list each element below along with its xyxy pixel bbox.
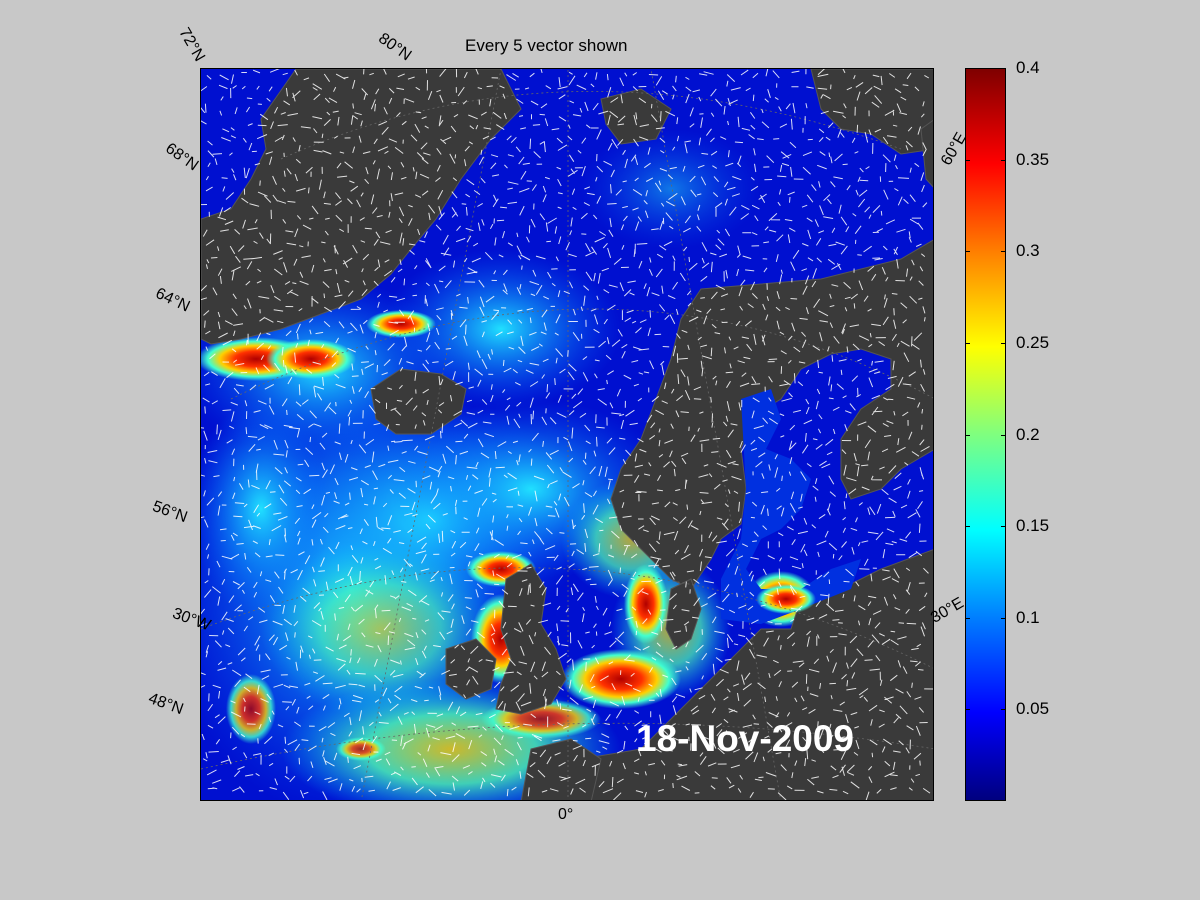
colorbar-tick-mark [1001, 617, 1006, 619]
colorbar-tick-mark [1001, 68, 1006, 69]
colorbar-tick-mark [965, 159, 970, 161]
novaya-zemlya [920, 119, 933, 188]
colorbar-tick-mark [1001, 251, 1006, 253]
colorbar-tick-label: 0.3 [1016, 241, 1040, 261]
lat-label-64n: 64°N [152, 285, 193, 316]
colorbar-tick-label: 0.25 [1016, 332, 1050, 352]
colorbar-tick-mark [965, 526, 970, 528]
colorbar [965, 68, 1006, 801]
iceland [370, 368, 467, 435]
lat-label-72n: 72°N [175, 25, 208, 65]
colorbar-tick-label: 0.1 [1016, 607, 1040, 627]
lat-label-80n: 80°N [375, 30, 415, 65]
denmark [665, 578, 702, 650]
colorbar-tick-label: 0.4 [1016, 58, 1040, 77]
ireland [445, 638, 497, 700]
lat-label-56n: 56°N [150, 498, 190, 527]
colorbar-tick-label: 0.35 [1016, 149, 1050, 169]
colorbar-tick-mark [1001, 434, 1006, 436]
lon-label-0: 0° [558, 806, 574, 823]
lat-label-68n: 68°N [162, 140, 202, 175]
vector-arrows [201, 69, 933, 800]
colorbar-tick-mark [1001, 342, 1006, 344]
current-vectors [201, 69, 933, 800]
baltic-sea [721, 389, 861, 624]
colorbar-tick-mark [965, 434, 970, 436]
colorbar-tick-mark [1001, 709, 1006, 711]
graticule [201, 69, 933, 800]
colorbar-tick-mark [1001, 526, 1006, 528]
map-title: Every 5 vector shown [465, 36, 628, 55]
scandinavia [610, 239, 933, 590]
colorbar-tick-mark [965, 617, 970, 619]
colorbar-tick-label: 0.15 [1016, 516, 1050, 536]
date-label: 18-Nov-2009 [636, 718, 855, 759]
colorbar-tick-label: 0.2 [1016, 424, 1040, 444]
colorbar-tick-mark [965, 251, 970, 253]
lat-label-48n: 48°N [146, 690, 186, 719]
map-canvas [201, 69, 933, 800]
current-speed-map [200, 68, 934, 801]
colorbar-tick-mark [965, 709, 970, 711]
colorbar-tick-mark [965, 68, 970, 69]
colorbar-tick-label: 0.05 [1016, 699, 1050, 719]
colorbar-tick-mark [1001, 159, 1006, 161]
france [520, 738, 602, 800]
colorbar-tick-mark [965, 342, 970, 344]
